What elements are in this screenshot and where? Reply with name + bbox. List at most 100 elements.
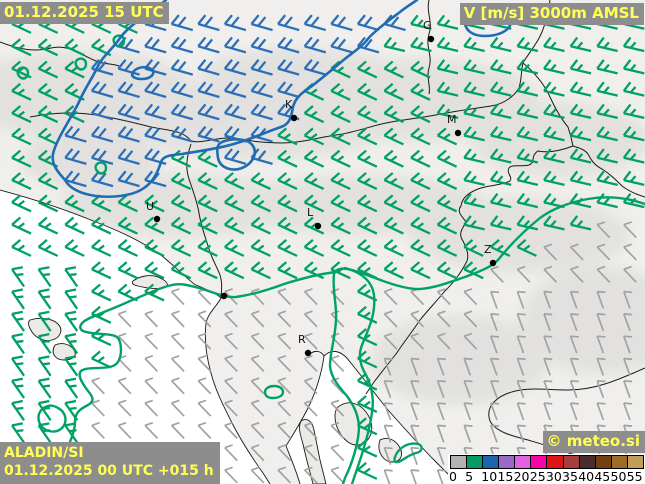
wind-barb [64,125,87,143]
wind-barb [250,332,265,350]
wind-barb [64,310,79,332]
wind-barb [277,355,292,373]
legend-value: 40 [578,469,595,484]
wind-barb [277,466,292,484]
wind-barb [303,332,318,350]
wind-barb [543,243,558,261]
wind-barb [516,148,539,164]
wind-barb [303,355,318,373]
wind-barb [490,424,500,443]
wind-barb [144,421,159,439]
isotach-contours-green [16,34,645,484]
wind-barb [224,377,238,395]
wind-barb [463,36,485,53]
wind-barb [436,310,451,328]
legend-swatch [610,455,628,469]
wind-barb [277,310,292,328]
wind-barb [330,194,351,213]
wind-barb [357,216,378,235]
legend-swatch [514,455,532,469]
wind-barb [623,265,637,283]
city-dot [454,129,462,137]
wind-barb [197,261,218,280]
wind-barb [303,399,318,417]
wind-barb [543,313,553,332]
wind-barb [250,172,271,191]
wind-barb [383,36,406,53]
city-dot [489,259,497,267]
wind-barb [277,377,292,395]
wind-barb [117,81,140,99]
city-label: M [447,113,457,126]
wind-barb [623,221,637,239]
wind-barb [569,59,592,75]
wind-barb [383,105,404,124]
wind-barb [569,126,592,142]
wind-barb [64,38,85,57]
legend-value: 20 [513,469,530,484]
wind-barb [463,59,485,75]
wind-barb [516,170,539,186]
wind-barb [117,148,140,165]
wind-barb [516,126,539,142]
wind-barb [436,36,459,53]
wind-barb [197,377,212,395]
wind-barb [330,105,351,124]
wind-barb [516,81,539,97]
wind-barb [91,261,112,280]
wind-barb [410,172,431,191]
wind-barb [303,105,325,124]
wind-barb [197,194,218,213]
wind-barb [170,125,194,143]
wind-barb [410,424,420,443]
wind-barb [516,59,539,75]
wind-barb [516,357,526,376]
wind-barb [11,105,32,124]
wind-barb [410,127,431,146]
wind-barb [463,402,473,421]
wind-barb [516,103,539,120]
wind-barb [490,335,500,354]
wind-barb [596,148,618,164]
wind-barb [410,14,432,30]
wind-barb [223,14,247,32]
wind-barb [463,238,484,257]
wind-barb [569,243,584,261]
legend-value: 5 [465,469,474,484]
wind-barb [436,288,451,306]
wind-barb [144,399,159,417]
wind-barb [197,59,220,76]
wind-barb [144,36,167,54]
wind-barbs-layer [11,14,645,484]
wind-barb [277,127,298,146]
wind-barb [490,265,504,283]
city-dot [153,215,161,223]
wind-barb [436,357,446,376]
wind-barb [197,332,212,350]
wind-barb [516,265,531,283]
wind-barb [224,310,238,328]
wind-barb [410,238,431,257]
wind-barb [250,14,273,32]
wind-barb [357,461,378,480]
wind-barb [144,103,167,121]
wind-barb [330,149,351,168]
legend-value: 0 [449,469,457,484]
wind-barb [277,194,298,213]
wind-barb [197,355,212,373]
wind-barb [250,444,265,462]
wind-barb [11,194,32,213]
wind-barb [569,357,579,376]
wind-barb [303,261,325,280]
wind-barb [383,172,404,191]
wind-speed-legend: 0 5 10 15 20 25 30 35 40 45 50 55 [448,454,645,484]
wind-barb [383,149,404,168]
wind-barb [489,192,512,209]
wind-barb [410,402,420,421]
wind-barb [303,194,325,213]
wind-barb [330,238,351,257]
wind-barb [543,265,558,283]
wind-barb [303,444,318,462]
wind-barb [623,379,633,399]
